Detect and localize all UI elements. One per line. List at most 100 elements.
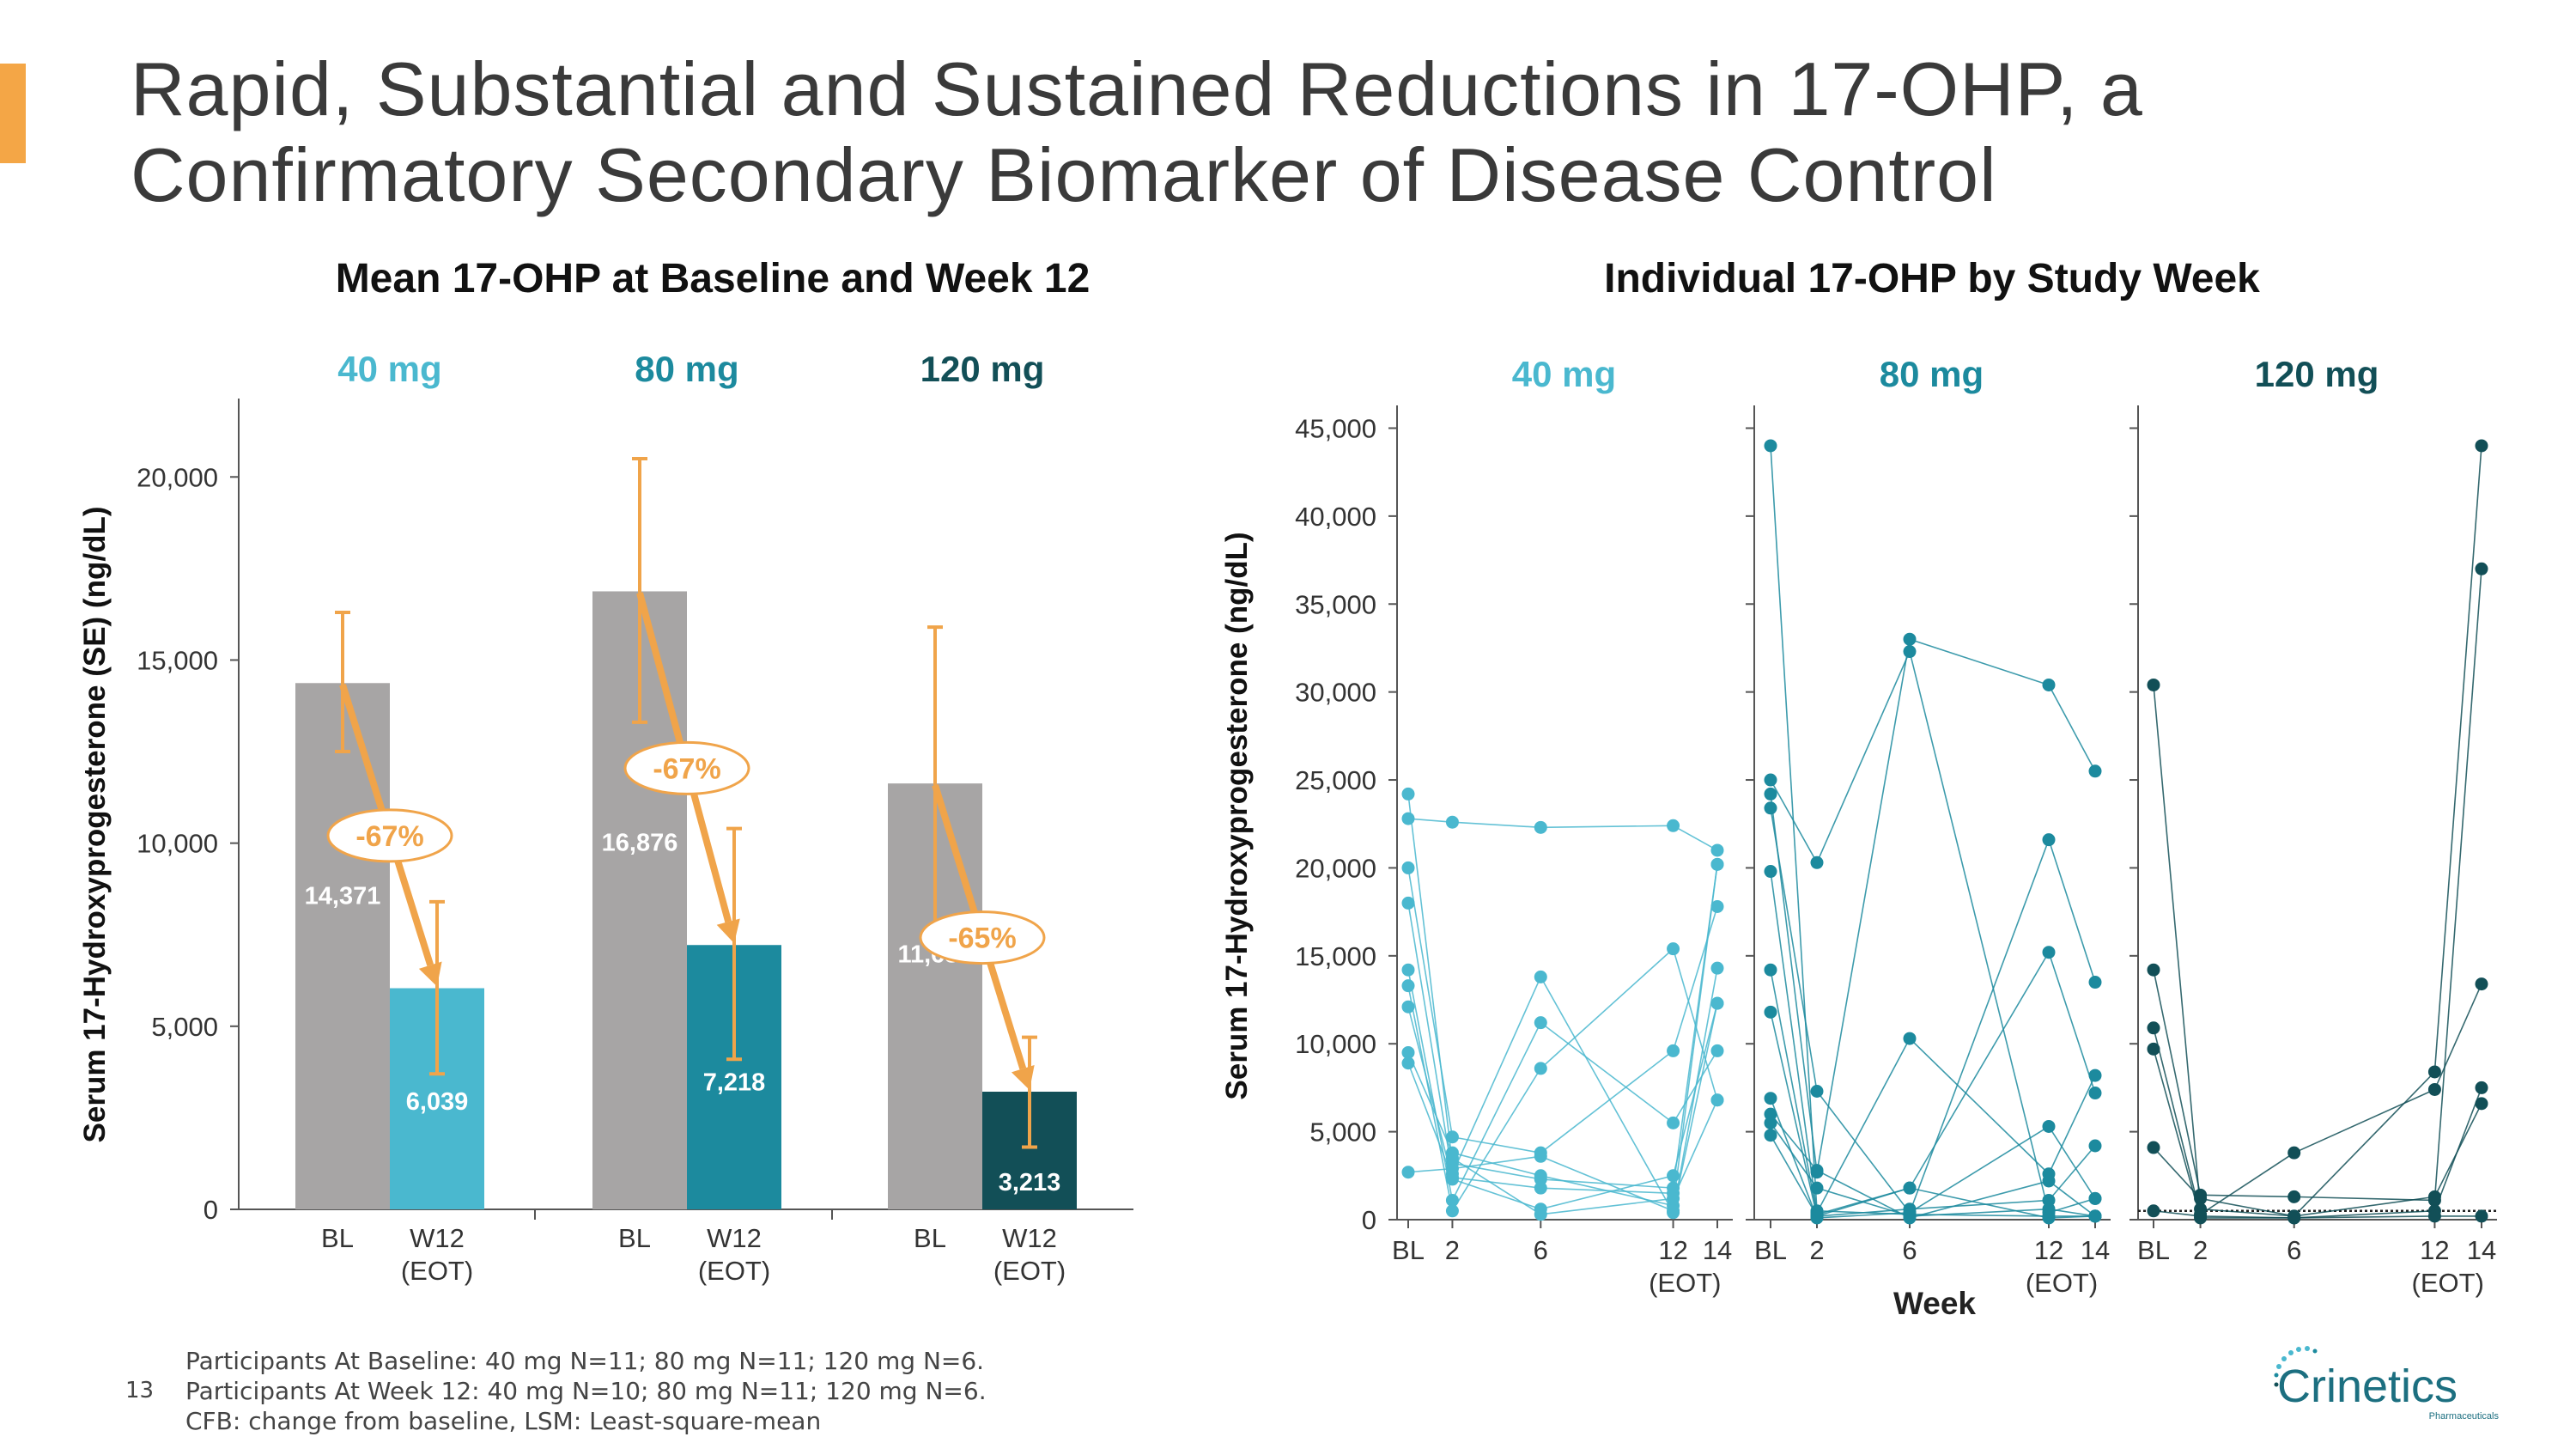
- line-subject-segment: [1407, 970, 1454, 1201]
- line-dose-header: 80 mg: [1880, 354, 1984, 394]
- bar-change-arrowhead: [1011, 1065, 1035, 1091]
- line-subject-point: [2287, 1146, 2301, 1160]
- line-x-tick-label: 2: [1445, 1235, 1460, 1265]
- line-subject-point: [1401, 979, 1415, 993]
- line-subject-segment: [2048, 952, 2096, 1093]
- line-subject-point: [1667, 819, 1680, 832]
- bar-x-label-w12: W12: [707, 1223, 762, 1253]
- line-x-tick-label: 6: [2287, 1235, 2301, 1265]
- line-subject-point: [1401, 1000, 1415, 1014]
- line-subject-segment: [1770, 779, 1818, 863]
- line-subject-segment: [1672, 1002, 1718, 1211]
- line-subject-point: [1764, 1092, 1777, 1105]
- line-subject-segment: [2048, 1215, 2096, 1219]
- line-y-axis-title: Serum 17-Hydroxyprogesterone (ng/dL): [1220, 532, 1254, 1099]
- line-subject-segment: [2048, 1075, 2096, 1175]
- line-subject-segment: [1452, 1177, 1541, 1189]
- line-subject-segment: [1909, 1208, 2050, 1217]
- line-subject-point: [1903, 1181, 1917, 1195]
- line-subject-segment: [2153, 970, 2202, 1196]
- line-subject-point: [1764, 963, 1777, 977]
- line-subject-segment: [1540, 1022, 1674, 1124]
- line-subject-point: [1667, 1044, 1680, 1057]
- line-subject-segment: [1816, 1212, 1911, 1219]
- line-subject-point: [1810, 1209, 1824, 1223]
- line-subject-segment: [1770, 970, 1818, 1215]
- bar-week12-value: 6,039: [406, 1088, 469, 1116]
- bar-x-label-eot: (EOT): [698, 1256, 770, 1286]
- line-subject-segment: [2293, 1071, 2436, 1217]
- line-subject-point: [2427, 1209, 2441, 1223]
- line-subject-point: [1710, 961, 1724, 975]
- line-subject-point: [2042, 1174, 2056, 1188]
- line-subject-segment: [1407, 985, 1454, 1211]
- line-subject-segment: [2433, 1103, 2482, 1197]
- line-subject-point: [1903, 1032, 1917, 1045]
- bar-y-tick-label: 15,000: [137, 645, 218, 675]
- line-subject-point: [1903, 1209, 1917, 1223]
- line-subject-point: [2194, 1191, 2208, 1205]
- line-subject-segment: [2153, 1027, 2202, 1215]
- line-subject-point: [1534, 1169, 1547, 1183]
- line-subject-segment: [2433, 983, 2482, 1090]
- line-subject-segment: [1816, 1169, 1911, 1219]
- line-subject-point: [1401, 1056, 1415, 1070]
- line-subject-point: [1903, 645, 1917, 659]
- line-subject-segment: [1770, 807, 1818, 1092]
- line-subject-point: [2042, 946, 2056, 959]
- line-subject-segment: [2433, 445, 2482, 1073]
- line-subject-point: [1667, 1191, 1680, 1205]
- line-x-tick-label: 6: [1534, 1235, 1548, 1265]
- bar-y-tick-label: 0: [204, 1195, 218, 1225]
- line-x-axis-title: Week: [1893, 1286, 1976, 1321]
- line-subject-segment: [2293, 1209, 2435, 1219]
- line-subject-point: [1445, 1151, 1459, 1165]
- line-subject-point: [1764, 773, 1777, 787]
- line-subject-point: [1903, 632, 1917, 646]
- line-subject-point: [2427, 1065, 2441, 1079]
- line-subject-segment: [1909, 1180, 2050, 1219]
- line-subject-segment: [1451, 1157, 1541, 1215]
- line-subject-segment: [2200, 1208, 2294, 1217]
- line-subject-segment: [1452, 821, 1541, 829]
- page-number: 13: [125, 1378, 155, 1403]
- line-x-tick-label: 14: [2467, 1235, 2496, 1265]
- line-subject-segment: [1909, 1199, 2050, 1210]
- line-subject-point: [1445, 1130, 1459, 1144]
- line-subject-segment: [1672, 864, 1718, 1206]
- line-subject-segment: [2153, 685, 2202, 1209]
- line-dose-header: 40 mg: [1512, 354, 1616, 394]
- line-subject-point: [1710, 899, 1724, 913]
- line-subject-segment: [1451, 1022, 1542, 1201]
- line-subject-segment: [1909, 1187, 2050, 1219]
- line-subject-segment: [1540, 977, 1674, 1214]
- line-y-tick-label: 10,000: [1295, 1029, 1376, 1059]
- line-subject-point: [2475, 1209, 2488, 1223]
- bar-baseline-value: 16,876: [602, 830, 678, 857]
- line-subject-point: [2088, 1191, 2102, 1205]
- line-y-tick-label: 35,000: [1295, 589, 1376, 619]
- line-subject-segment: [1451, 977, 1542, 1175]
- bar-x-label-bl: BL: [618, 1223, 651, 1253]
- line-subject-point: [1401, 861, 1415, 874]
- line-subject-point: [1667, 942, 1680, 956]
- bar-x-label-eot: (EOT): [993, 1256, 1066, 1286]
- line-subject-segment: [1407, 1062, 1454, 1178]
- line-subject-point: [1401, 963, 1415, 977]
- line-subject-point: [1764, 801, 1777, 815]
- line-subject-segment: [1770, 1113, 1818, 1172]
- line-subject-point: [2042, 1119, 2056, 1133]
- line-x-tick-label: 2: [2193, 1235, 2208, 1265]
- line-x-eot-label: (EOT): [2412, 1268, 2484, 1298]
- line-subject-segment: [1407, 903, 1454, 1174]
- bar-change-arrowhead: [418, 961, 442, 987]
- line-subject-segment: [1672, 906, 1718, 1051]
- line-subject-point: [2194, 1209, 2208, 1223]
- line-subject-point: [1710, 843, 1724, 857]
- line-subject-point: [2088, 976, 2102, 989]
- bar-change-callout: [623, 740, 750, 795]
- bar-dose-header: 80 mg: [635, 349, 738, 389]
- title-line-2: Confirmatory Secondary Biomarker of Dise…: [131, 132, 1997, 217]
- line-subject-point: [1810, 1085, 1824, 1099]
- line-x-tick-label: 12: [1658, 1235, 1687, 1265]
